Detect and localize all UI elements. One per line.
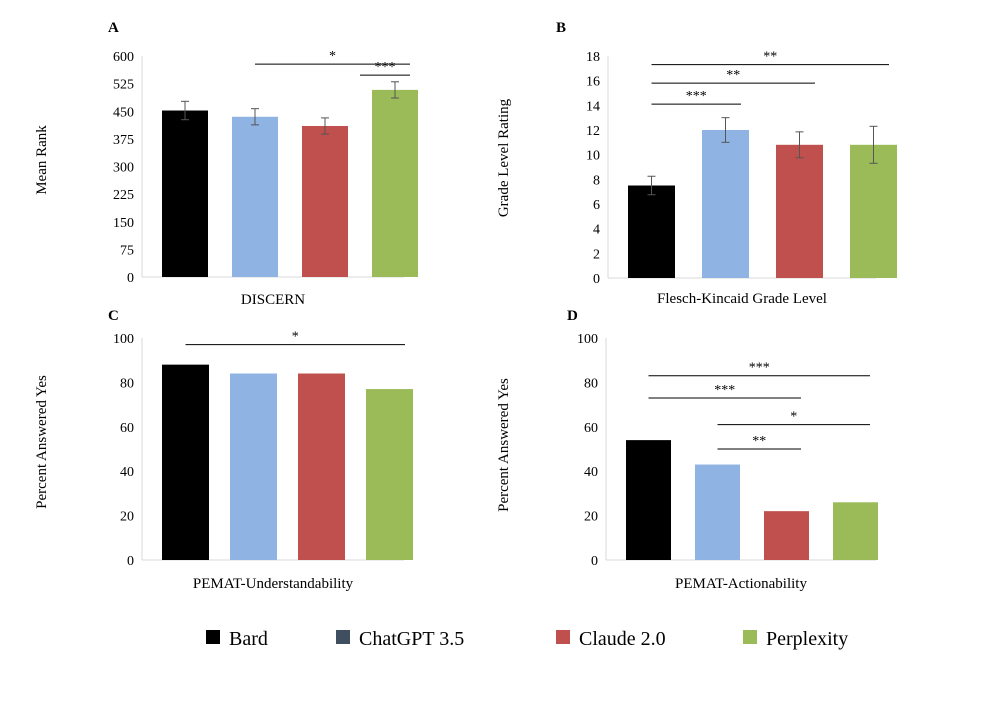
y-tick-label: 75 <box>120 243 134 258</box>
y-tick-label: 40 <box>120 465 134 480</box>
significance-label: * <box>292 330 299 345</box>
significance-label: ** <box>752 434 766 449</box>
bar-perplexity <box>372 89 418 278</box>
bar-bard <box>628 185 675 278</box>
y-tick-label: 450 <box>113 105 134 120</box>
y-axis-title: Grade Level Rating <box>496 98 512 217</box>
significance-label: * <box>329 49 336 64</box>
bar-bard <box>162 364 209 560</box>
bar-claude <box>764 511 809 560</box>
y-tick-label: 18 <box>586 50 600 65</box>
y-tick-label: 0 <box>593 272 600 287</box>
legend-label-chatgpt: ChatGPT 3.5 <box>359 628 464 650</box>
significance-label: * <box>790 410 797 425</box>
significance-label: ** <box>763 50 777 65</box>
significance-label: ** <box>726 68 740 83</box>
legend-label-claude: Claude 2.0 <box>579 628 666 650</box>
y-tick-label: 40 <box>584 465 598 480</box>
y-tick-label: 8 <box>593 173 600 188</box>
y-tick-label: 16 <box>586 75 600 90</box>
y-tick-label: 4 <box>593 223 600 238</box>
x-axis-title: Flesch-Kincaid Grade Level <box>657 291 827 307</box>
y-tick-label: 525 <box>113 78 134 93</box>
y-axis-title: Percent Answered Yes <box>34 375 50 509</box>
legend-swatch-chatgpt <box>336 630 350 644</box>
legend-label-perplexity: Perplexity <box>766 628 848 650</box>
y-tick-label: 6 <box>593 198 600 213</box>
y-tick-label: 80 <box>120 376 134 391</box>
legend-swatch-bard <box>206 630 220 644</box>
legend-swatch-perplexity <box>743 630 757 644</box>
chart-panel-b: B 0 2 4 6 8 10 12 14 16 18 Grade Level Rating Flesch… <box>496 20 897 307</box>
y-tick-label: 600 <box>113 50 134 65</box>
y-tick-label: 20 <box>120 510 134 525</box>
bar-chatgpt <box>230 373 277 560</box>
bar-claude <box>302 125 348 277</box>
significance-label: *** <box>686 89 707 104</box>
legend-label-bard: Bard <box>229 628 268 650</box>
panel-label: D <box>567 308 578 324</box>
y-tick-label: 300 <box>113 161 134 176</box>
y-tick-label: 150 <box>113 216 134 231</box>
y-tick-label: 225 <box>113 188 134 203</box>
chart-panel-a: A 0 75 150 225 300 375 450 525 600 Mean Rank DISCER… <box>34 20 418 308</box>
significance-label: *** <box>714 383 735 398</box>
y-tick-label: 0 <box>591 554 598 569</box>
chart-panel-c: C 0 20 40 60 80 100 Percent Answered Yes PEMAT-U… <box>34 308 413 592</box>
panel-label: A <box>108 20 119 36</box>
y-tick-label: 0 <box>127 271 134 286</box>
y-tick-label: 10 <box>586 149 600 164</box>
y-tick-label: 100 <box>577 332 598 347</box>
bar-bard <box>162 110 208 277</box>
panel-label: C <box>108 308 119 324</box>
x-axis-title: PEMAT-Actionability <box>675 576 807 592</box>
bar-claude <box>776 144 823 278</box>
bar-chatgpt <box>702 130 749 278</box>
bar-claude <box>298 373 345 560</box>
y-tick-label: 0 <box>127 554 134 569</box>
y-axis-title: Percent Answered Yes <box>496 378 512 512</box>
y-tick-label: 20 <box>584 510 598 525</box>
y-axis-title: Mean Rank <box>34 125 50 195</box>
significance-label: *** <box>375 60 396 75</box>
y-tick-label: 80 <box>584 376 598 391</box>
chart-panel-d: D 0 20 40 60 80 100 Percent Answered Yes PEMAT-A… <box>496 308 878 592</box>
y-tick-label: 100 <box>113 332 134 347</box>
y-tick-label: 60 <box>120 421 134 436</box>
bar-bard <box>626 440 671 560</box>
bar-chatgpt <box>232 116 278 278</box>
bar-chatgpt <box>695 464 740 560</box>
y-tick-label: 14 <box>586 99 600 114</box>
legend-swatch-claude <box>556 630 570 644</box>
bar-perplexity <box>366 389 413 560</box>
y-tick-label: 2 <box>593 247 600 262</box>
bar-perplexity <box>833 502 878 560</box>
y-tick-label: 12 <box>586 124 600 139</box>
bar-perplexity <box>850 144 897 278</box>
legend: Bard ChatGPT 3.5 Claude 2.0 Perplexity <box>206 628 848 650</box>
x-axis-title: PEMAT-Understandability <box>193 576 354 592</box>
x-axis-title: DISCERN <box>241 292 305 308</box>
y-tick-label: 60 <box>584 421 598 436</box>
panel-label: B <box>556 20 566 36</box>
y-tick-label: 375 <box>113 133 134 148</box>
significance-label: *** <box>749 361 770 376</box>
